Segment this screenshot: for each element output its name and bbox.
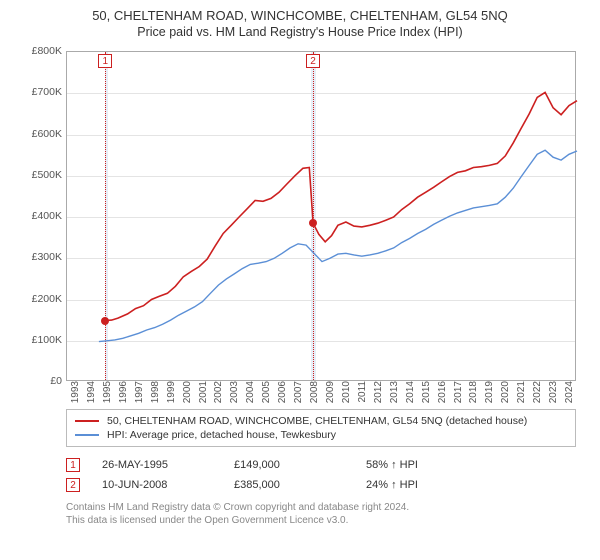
x-tick-label: 2006 bbox=[277, 381, 288, 403]
event-id-box: 1 bbox=[66, 458, 80, 472]
x-tick-label: 2021 bbox=[516, 381, 527, 403]
x-tick-label: 1994 bbox=[86, 381, 97, 403]
y-tick-label: £500K bbox=[18, 169, 62, 181]
x-tick-label: 2004 bbox=[245, 381, 256, 403]
x-tick-label: 2009 bbox=[325, 381, 336, 403]
x-tick-label: 2012 bbox=[373, 381, 384, 403]
y-tick-label: £200K bbox=[18, 293, 62, 305]
y-tick-label: £0 bbox=[18, 375, 62, 387]
page-subtitle: Price paid vs. HM Land Registry's House … bbox=[16, 25, 584, 39]
event-price: £385,000 bbox=[234, 479, 344, 491]
x-tick-label: 2007 bbox=[293, 381, 304, 403]
y-tick-label: £100K bbox=[18, 334, 62, 346]
event-pct: 24% ↑ HPI bbox=[366, 479, 476, 491]
x-tick-label: 2015 bbox=[421, 381, 432, 403]
legend-item: HPI: Average price, detached house, Tewk… bbox=[75, 428, 567, 442]
y-tick-label: £300K bbox=[18, 251, 62, 263]
x-tick-label: 1999 bbox=[166, 381, 177, 403]
event-price: £149,000 bbox=[234, 459, 344, 471]
y-tick-label: £600K bbox=[18, 128, 62, 140]
x-tick-label: 2011 bbox=[357, 381, 368, 403]
sale-point bbox=[309, 219, 317, 227]
x-tick-label: 2014 bbox=[405, 381, 416, 403]
footer: Contains HM Land Registry data © Crown c… bbox=[66, 501, 584, 527]
x-tick-label: 2016 bbox=[437, 381, 448, 403]
x-tick-label: 2010 bbox=[341, 381, 352, 403]
x-tick-label: 2005 bbox=[261, 381, 272, 403]
legend-label: HPI: Average price, detached house, Tewk… bbox=[107, 429, 336, 441]
event-date: 26-MAY-1995 bbox=[102, 459, 212, 471]
y-tick-label: £400K bbox=[18, 210, 62, 222]
x-tick-label: 2003 bbox=[229, 381, 240, 403]
series-line bbox=[105, 92, 577, 320]
events-table: 1 26-MAY-1995 £149,000 58% ↑ HPI 2 10-JUN-200… bbox=[66, 455, 584, 495]
legend-swatch bbox=[75, 420, 99, 422]
x-tick-label: 2017 bbox=[453, 381, 464, 403]
page-title: 50, CHELTENHAM ROAD, WINCHCOMBE, CHELTEN… bbox=[16, 8, 584, 23]
footer-line: This data is licensed under the Open Gov… bbox=[66, 514, 584, 527]
series-svg bbox=[67, 52, 575, 380]
legend-swatch bbox=[75, 434, 99, 436]
x-tick-label: 2001 bbox=[198, 381, 209, 403]
event-pct: 58% ↑ HPI bbox=[366, 459, 476, 471]
x-tick-label: 1997 bbox=[134, 381, 145, 403]
x-tick-label: 1993 bbox=[70, 381, 81, 403]
x-tick-label: 2023 bbox=[548, 381, 559, 403]
x-tick-label: 2000 bbox=[182, 381, 193, 403]
x-tick-label: 2018 bbox=[468, 381, 479, 403]
y-tick-label: £800K bbox=[18, 45, 62, 57]
legend-label: 50, CHELTENHAM ROAD, WINCHCOMBE, CHELTEN… bbox=[107, 415, 527, 427]
x-tick-label: 2002 bbox=[213, 381, 224, 403]
x-tick-label: 1995 bbox=[102, 381, 113, 403]
event-id-box: 2 bbox=[66, 478, 80, 492]
series-line bbox=[99, 150, 577, 341]
x-tick-label: 2008 bbox=[309, 381, 320, 403]
event-row: 2 10-JUN-2008 £385,000 24% ↑ HPI bbox=[66, 475, 584, 495]
footer-line: Contains HM Land Registry data © Crown c… bbox=[66, 501, 584, 514]
legend: 50, CHELTENHAM ROAD, WINCHCOMBE, CHELTEN… bbox=[66, 409, 576, 447]
x-tick-label: 2013 bbox=[389, 381, 400, 403]
sale-point bbox=[101, 317, 109, 325]
event-row: 1 26-MAY-1995 £149,000 58% ↑ HPI bbox=[66, 455, 584, 475]
chart: 12 £0 £100K £200K £300K £400K £500K £600K £700K… bbox=[16, 45, 584, 405]
x-tick-label: 2020 bbox=[500, 381, 511, 403]
x-tick-label: 1998 bbox=[150, 381, 161, 403]
legend-item: 50, CHELTENHAM ROAD, WINCHCOMBE, CHELTEN… bbox=[75, 414, 567, 428]
x-tick-label: 2019 bbox=[484, 381, 495, 403]
plot-area: 12 bbox=[66, 51, 576, 381]
x-tick-label: 1996 bbox=[118, 381, 129, 403]
x-tick-label: 2022 bbox=[532, 381, 543, 403]
y-tick-label: £700K bbox=[18, 86, 62, 98]
x-tick-label: 2024 bbox=[564, 381, 575, 403]
event-date: 10-JUN-2008 bbox=[102, 479, 212, 491]
